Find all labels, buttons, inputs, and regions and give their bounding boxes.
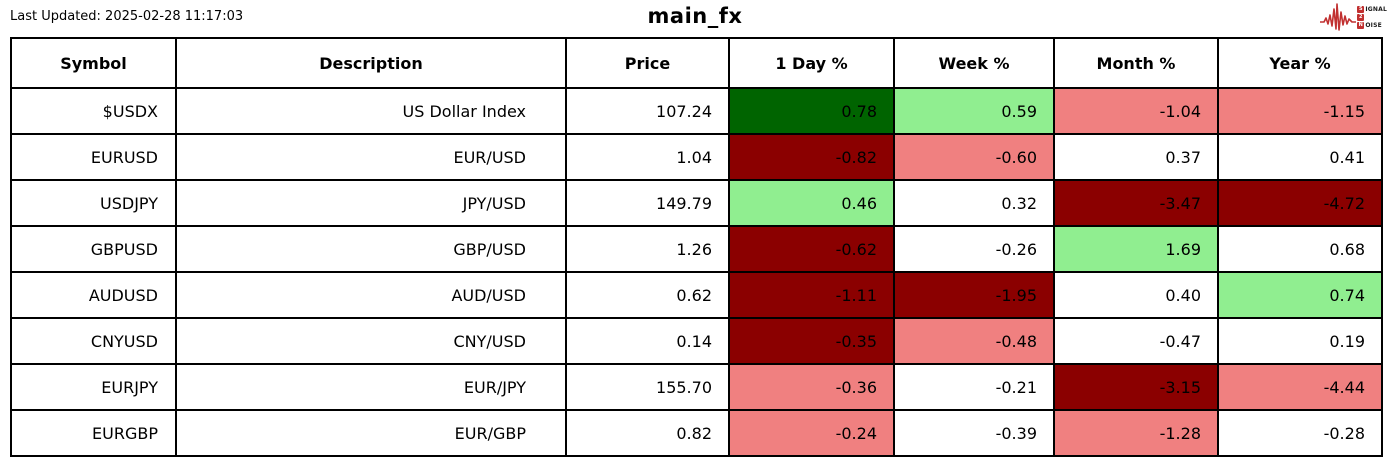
col-header-price: Price bbox=[565, 37, 730, 89]
last-updated-label: Last Updated: 2025-02-28 11:17:03 bbox=[10, 9, 244, 24]
change-cell: -0.47 bbox=[1053, 317, 1219, 365]
description-cell: AUD/USD bbox=[175, 271, 567, 319]
description-cell: CNY/USD bbox=[175, 317, 567, 365]
change-cell: -4.72 bbox=[1217, 179, 1383, 227]
table-row: EURUSD EUR/USD 1.04 -0.82 -0.60 0.37 0.4… bbox=[10, 133, 1383, 181]
col-header-week: Week % bbox=[893, 37, 1055, 89]
change-cell: -1.28 bbox=[1053, 409, 1219, 457]
change-cell: -1.95 bbox=[893, 271, 1055, 319]
price-cell: 149.79 bbox=[565, 179, 730, 227]
price-cell: 1.26 bbox=[565, 225, 730, 273]
logo-line-signal: S IGNAL bbox=[1357, 5, 1387, 13]
change-cell: -0.21 bbox=[893, 363, 1055, 411]
col-header-1day: 1 Day % bbox=[728, 37, 895, 89]
table-row: EURJPY EUR/JPY 155.70 -0.36 -0.21 -3.15 … bbox=[10, 363, 1383, 411]
change-cell: -3.47 bbox=[1053, 179, 1219, 227]
logo-line-noise: N OISE bbox=[1357, 21, 1382, 29]
logo-badge-s: S bbox=[1357, 5, 1365, 13]
fx-table: Symbol Description Price 1 Day % Week % … bbox=[10, 37, 1383, 457]
description-cell: EUR/GBP bbox=[175, 409, 567, 457]
description-cell: US Dollar Index bbox=[175, 87, 567, 135]
logo-badge-n: N bbox=[1357, 21, 1365, 29]
symbol-cell: EURJPY bbox=[10, 363, 177, 411]
col-header-month: Month % bbox=[1053, 37, 1219, 89]
change-cell: 0.37 bbox=[1053, 133, 1219, 181]
logo-line-2: 2 bbox=[1357, 13, 1387, 21]
symbol-cell: CNYUSD bbox=[10, 317, 177, 365]
change-cell: -0.26 bbox=[893, 225, 1055, 273]
price-cell: 107.24 bbox=[565, 87, 730, 135]
table-row: AUDUSD AUD/USD 0.62 -1.11 -1.95 0.40 0.7… bbox=[10, 271, 1383, 319]
price-cell: 0.82 bbox=[565, 409, 730, 457]
change-cell: -4.44 bbox=[1217, 363, 1383, 411]
price-cell: 0.62 bbox=[565, 271, 730, 319]
change-cell: 0.78 bbox=[728, 87, 895, 135]
signal2noise-logo: S IGNAL 2 N OISE bbox=[1320, 2, 1387, 32]
change-cell: 0.41 bbox=[1217, 133, 1383, 181]
symbol-cell: AUDUSD bbox=[10, 271, 177, 319]
waveform-icon bbox=[1320, 3, 1357, 31]
price-cell: 0.14 bbox=[565, 317, 730, 365]
price-cell: 1.04 bbox=[565, 133, 730, 181]
change-cell: -0.62 bbox=[728, 225, 895, 273]
symbol-cell: EURGBP bbox=[10, 409, 177, 457]
change-cell: -0.36 bbox=[728, 363, 895, 411]
change-cell: 0.74 bbox=[1217, 271, 1383, 319]
page-title: main_fx bbox=[647, 4, 743, 28]
description-cell: EUR/USD bbox=[175, 133, 567, 181]
change-cell: -0.35 bbox=[728, 317, 895, 365]
change-cell: 0.32 bbox=[893, 179, 1055, 227]
col-header-year: Year % bbox=[1217, 37, 1383, 89]
table-row: GBPUSD GBP/USD 1.26 -0.62 -0.26 1.69 0.6… bbox=[10, 225, 1383, 273]
price-cell: 155.70 bbox=[565, 363, 730, 411]
table-row: $USDX US Dollar Index 107.24 0.78 0.59 -… bbox=[10, 87, 1383, 135]
change-cell: -1.04 bbox=[1053, 87, 1219, 135]
col-header-description: Description bbox=[175, 37, 567, 89]
change-cell: -0.28 bbox=[1217, 409, 1383, 457]
change-cell: 0.19 bbox=[1217, 317, 1383, 365]
table-row: EURGBP EUR/GBP 0.82 -0.24 -0.39 -1.28 -0… bbox=[10, 409, 1383, 457]
change-cell: -0.39 bbox=[893, 409, 1055, 457]
table-row: USDJPY JPY/USD 149.79 0.46 0.32 -3.47 -4… bbox=[10, 179, 1383, 227]
change-cell: 0.59 bbox=[893, 87, 1055, 135]
logo-badge-2: 2 bbox=[1357, 13, 1365, 21]
symbol-cell: $USDX bbox=[10, 87, 177, 135]
change-cell: 1.69 bbox=[1053, 225, 1219, 273]
change-cell: -0.24 bbox=[728, 409, 895, 457]
symbol-cell: GBPUSD bbox=[10, 225, 177, 273]
change-cell: 0.46 bbox=[728, 179, 895, 227]
change-cell: -1.11 bbox=[728, 271, 895, 319]
description-cell: EUR/JPY bbox=[175, 363, 567, 411]
symbol-cell: EURUSD bbox=[10, 133, 177, 181]
change-cell: -0.60 bbox=[893, 133, 1055, 181]
change-cell: -3.15 bbox=[1053, 363, 1219, 411]
change-cell: 0.40 bbox=[1053, 271, 1219, 319]
change-cell: -0.48 bbox=[893, 317, 1055, 365]
header-row: Symbol Description Price 1 Day % Week % … bbox=[10, 37, 1383, 89]
table-row: CNYUSD CNY/USD 0.14 -0.35 -0.48 -0.47 0.… bbox=[10, 317, 1383, 365]
col-header-symbol: Symbol bbox=[10, 37, 177, 89]
change-cell: 0.68 bbox=[1217, 225, 1383, 273]
symbol-cell: USDJPY bbox=[10, 179, 177, 227]
change-cell: -1.15 bbox=[1217, 87, 1383, 135]
change-cell: -0.82 bbox=[728, 133, 895, 181]
description-cell: JPY/USD bbox=[175, 179, 567, 227]
logo-text: S IGNAL 2 N OISE bbox=[1357, 5, 1387, 29]
description-cell: GBP/USD bbox=[175, 225, 567, 273]
